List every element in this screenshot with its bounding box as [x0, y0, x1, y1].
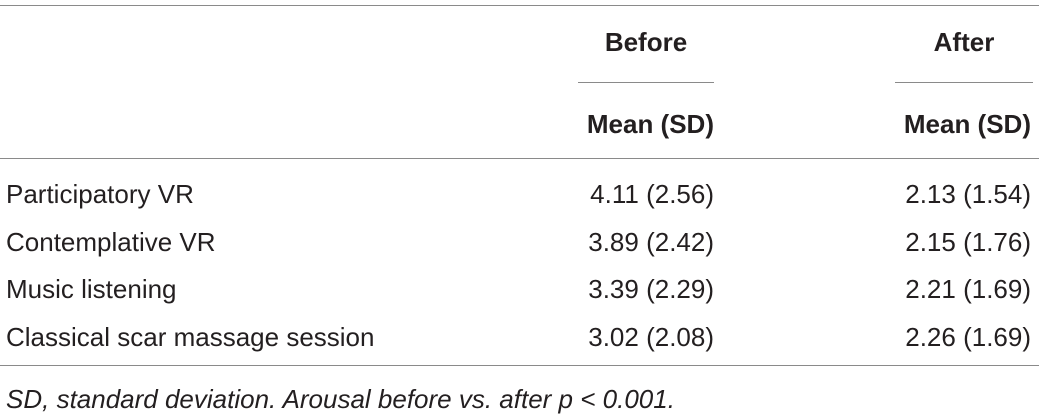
- group-rule: [895, 82, 1033, 83]
- cell: 3.89 (2.42): [588, 226, 714, 257]
- row-label: Participatory VR: [6, 179, 194, 209]
- cell: 2.15 (1.76): [905, 226, 1031, 257]
- cell: 3.02 (2.08): [588, 321, 714, 352]
- column-group: Before: [604, 27, 688, 57]
- cell: 2.21 (1.69): [905, 274, 1031, 304]
- cell: 2.26 (1.69): [905, 321, 1031, 352]
- row-label: Contemplative VR: [6, 226, 216, 257]
- cell: 3.39 (2.29): [588, 274, 714, 304]
- cell: 4.11 (2.56): [590, 179, 714, 209]
- top-rule: [0, 5, 1039, 6]
- subheader: Mean (SD): [586, 109, 714, 139]
- row-label: Classical scar massage session: [6, 321, 375, 352]
- footnote: SD, standard deviation. Arousal before v…: [6, 384, 675, 414]
- group-rule: [578, 82, 714, 83]
- row-label: Music listening: [6, 274, 177, 304]
- header-rule: [0, 158, 1039, 159]
- cell: 2.13 (1.54): [905, 179, 1031, 209]
- subheader: Mean (SD): [903, 109, 1031, 139]
- column-group: After: [933, 27, 995, 57]
- bottom-rule: [0, 365, 1039, 366]
